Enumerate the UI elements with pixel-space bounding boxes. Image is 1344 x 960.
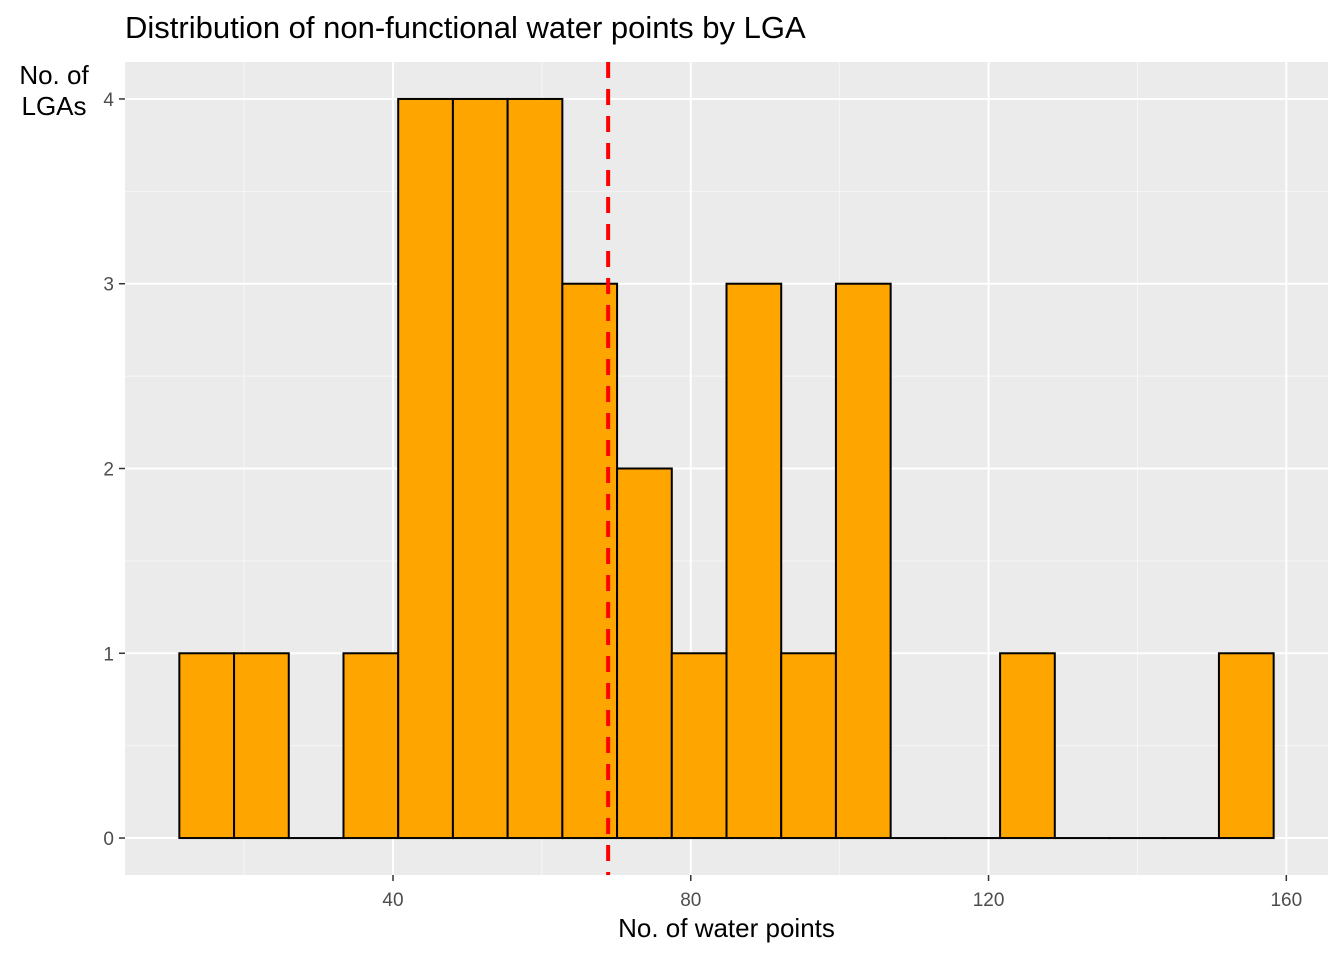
- y-tick-label: 2: [103, 460, 114, 481]
- y-tick-label: 1: [103, 644, 114, 665]
- y-axis-title: No. of LGAs: [19, 60, 89, 121]
- histogram-bar: [233, 652, 290, 840]
- histogram-bar: [616, 467, 673, 840]
- histogram-bar: [834, 282, 892, 840]
- histogram-bar: [725, 282, 783, 840]
- histogram-bar: [451, 97, 509, 840]
- histogram-bar: [506, 97, 564, 840]
- histogram-bar: [999, 652, 1056, 840]
- histogram-bar: [397, 97, 454, 840]
- x-tick-label: 40: [382, 890, 403, 911]
- x-axis-title: No. of water points: [618, 913, 835, 943]
- x-tick-label: 80: [680, 890, 701, 911]
- chart-title: Distribution of non-functional water poi…: [125, 10, 806, 45]
- x-tick-label: 160: [1270, 890, 1302, 911]
- histogram-bar: [1217, 652, 1275, 840]
- y-tick-label: 3: [103, 275, 114, 296]
- x-tick-label: 120: [973, 890, 1005, 911]
- histogram-bar: [780, 652, 837, 840]
- histogram-bar: [670, 652, 728, 840]
- histogram-bar: [178, 652, 236, 840]
- y-tick-label: 4: [103, 90, 114, 111]
- histogram-bar: [342, 652, 400, 840]
- y-tick-label: 0: [103, 829, 114, 850]
